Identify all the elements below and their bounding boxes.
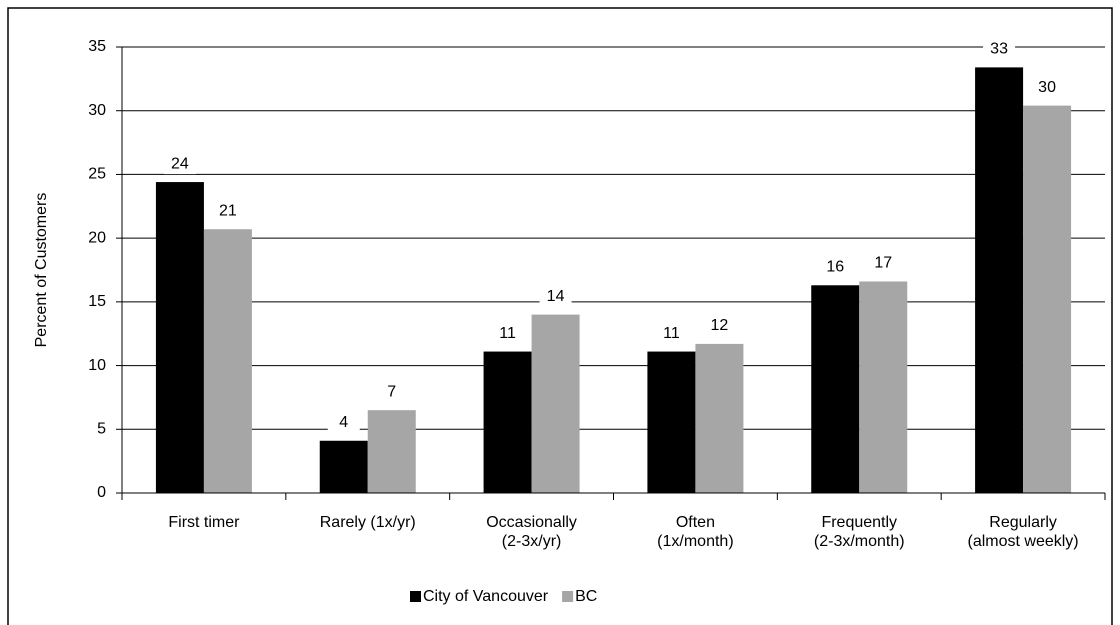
data-label: 7 xyxy=(387,383,396,400)
bar xyxy=(647,351,696,493)
label-bg xyxy=(983,39,1016,60)
legend-swatch xyxy=(562,591,574,602)
bar xyxy=(367,410,416,493)
data-label: 4 xyxy=(339,414,348,431)
y-tick-label: 30 xyxy=(88,102,106,119)
x-tick-label: First timer xyxy=(168,514,240,531)
data-label: 33 xyxy=(990,41,1008,58)
label-bg xyxy=(539,286,572,307)
y-axis-title: Percent of Customers xyxy=(33,193,50,348)
x-tick-label: Frequently (2-3x/month) xyxy=(814,514,905,550)
label-bg xyxy=(375,382,408,403)
bar xyxy=(203,229,252,494)
bar xyxy=(531,314,580,493)
data-label: 11 xyxy=(499,325,516,342)
x-tick-label: Occasionally (2-3x/yr) xyxy=(486,514,577,550)
label-bg xyxy=(163,154,196,175)
bar xyxy=(695,343,744,493)
bar xyxy=(1023,105,1072,494)
label-bg xyxy=(491,323,524,344)
bar xyxy=(483,351,532,493)
data-label: 14 xyxy=(547,288,565,305)
bar xyxy=(319,440,368,493)
legend-label: BC xyxy=(575,588,597,605)
bar xyxy=(859,281,908,493)
label-bg xyxy=(819,257,852,278)
y-tick-label: 15 xyxy=(88,293,106,310)
data-label: 17 xyxy=(874,255,892,272)
label-bg xyxy=(1031,77,1064,98)
x-tick-label: Rarely (1x/yr) xyxy=(320,514,416,531)
y-tick-label: 5 xyxy=(97,421,106,438)
label-bg xyxy=(867,253,900,274)
label-bg xyxy=(703,315,736,336)
y-tick-label: 35 xyxy=(88,38,106,55)
data-label: 16 xyxy=(826,259,844,276)
data-label: 24 xyxy=(171,155,189,172)
y-tick-label: 10 xyxy=(88,357,106,374)
x-tick-label: Regularly (almost weekly) xyxy=(968,514,1079,550)
y-tick-label: 20 xyxy=(88,229,106,246)
legend-label: City of Vancouver xyxy=(423,588,549,605)
data-label: 21 xyxy=(219,202,237,219)
legend-swatch xyxy=(410,591,421,602)
label-bg xyxy=(211,201,244,222)
bar xyxy=(811,285,860,493)
label-bg xyxy=(655,323,688,344)
label-bg xyxy=(327,412,360,433)
y-tick-label: 25 xyxy=(88,166,106,183)
bar xyxy=(155,182,204,493)
x-tick-label: Often (1x/month) xyxy=(657,514,733,550)
data-label: 12 xyxy=(711,317,729,334)
data-label: 11 xyxy=(663,325,680,342)
bar xyxy=(975,67,1024,493)
data-label: 30 xyxy=(1038,79,1056,96)
y-tick-label: 0 xyxy=(97,484,106,501)
